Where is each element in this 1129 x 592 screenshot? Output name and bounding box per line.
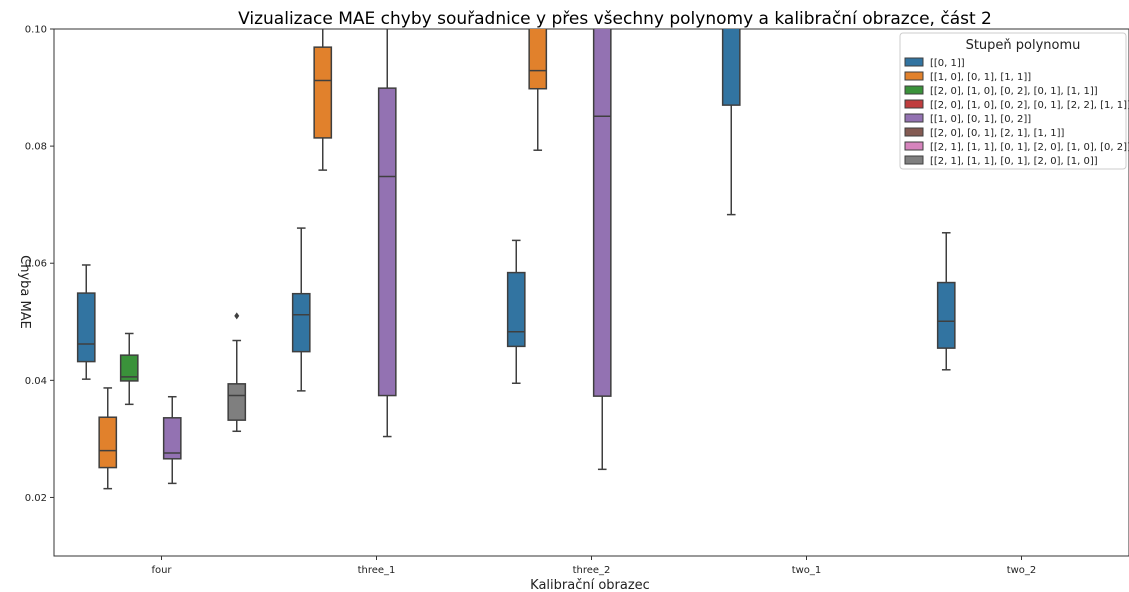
legend-items: [[0, 1]] [[1, 0], [0, 1], [1, 1]] [[2, 0],… (904, 57, 1129, 167)
box-body (98, 416, 118, 469)
legend-entry-label: [[2, 0], [0, 1], [2, 1], [1, 1]] (930, 128, 1065, 139)
legend-entry-label: [[0, 1]] (930, 58, 965, 69)
y-tick-label: 0.10 (25, 25, 47, 36)
legend-swatch (904, 71, 924, 81)
legend-swatch (904, 155, 924, 165)
box-body (162, 417, 182, 460)
x-tick-label: four (151, 565, 172, 576)
legend-entry-label: [[2, 1], [1, 1], [0, 1], [2, 0], [1, 0],… (930, 142, 1129, 153)
box-plot (98, 387, 118, 490)
box-plot (377, 29, 397, 438)
y-tick-label: 0.02 (25, 493, 47, 504)
box-plot (119, 332, 139, 406)
box-outlier (234, 312, 240, 320)
box-body (227, 383, 247, 421)
legend-entry-label: [[2, 1], [1, 1], [0, 1], [2, 0], [1, 0]] (930, 156, 1098, 167)
legend-frame (899, 32, 1127, 170)
legend: Stupeň polynomu [[0, 1]] [[1, 0], [0, 1],… (899, 32, 1129, 170)
x-tick-label: three_1 (358, 565, 396, 576)
legend-entry-label: [[2, 0], [1, 0], [0, 2], [0, 1], [1, 1]] (930, 86, 1098, 97)
legend-swatch (904, 141, 924, 151)
box-plot (528, 29, 548, 151)
legend-entry-label: [[1, 0], [0, 1], [0, 2]] (930, 114, 1031, 125)
legend-entry-label: [[2, 0], [1, 0], [0, 2], [0, 1], [2, 2],… (930, 100, 1129, 111)
box-plot (506, 239, 526, 385)
legend-swatch (904, 85, 924, 95)
legend-swatch (904, 57, 924, 67)
box-body (528, 29, 548, 90)
chart-title: Vizualizace MAE chyby souřadnice y přes … (238, 9, 992, 29)
y-tick-label: 0.08 (25, 142, 47, 153)
box-plot (313, 29, 333, 171)
box-plot (721, 29, 741, 216)
box-plot (76, 264, 96, 380)
box-series-layer (76, 29, 956, 490)
box-plot (291, 227, 311, 392)
axis-ticks-layer: 0.02 0.04 0.06 0.08 0.10 four three_1 three_2 tw… (25, 25, 1037, 577)
plot-area: 0.02 0.04 0.06 0.08 0.10 four three_1 three_2 tw… (25, 25, 1129, 577)
y-tick-label: 0.04 (25, 376, 47, 387)
box-plot (936, 232, 956, 371)
legend-title: Stupeň polynomu (966, 38, 1081, 53)
box-body (291, 292, 311, 353)
legend-swatch (904, 127, 924, 137)
legend-entry-label: [[1, 0], [0, 1], [1, 1]] (930, 72, 1031, 83)
x-tick-label: two_1 (792, 565, 822, 576)
box-body (506, 271, 526, 348)
legend-swatch (904, 113, 924, 123)
x-axis-label: Kalibrační obrazec (530, 578, 650, 592)
legend-swatch (904, 99, 924, 109)
box-body (76, 292, 96, 363)
box-body (119, 354, 139, 382)
box-plot (592, 29, 612, 471)
y-tick-label: 0.06 (25, 259, 47, 270)
box-plot (162, 395, 182, 485)
box-body (313, 46, 333, 139)
box-body (377, 87, 397, 397)
x-tick-label: three_2 (573, 565, 611, 576)
box-plot (227, 312, 247, 433)
box-body (592, 29, 612, 397)
y-axis-label: Chyba MAE (17, 255, 32, 329)
x-tick-label: two_2 (1007, 565, 1037, 576)
box-body (721, 29, 741, 106)
box-body (936, 281, 956, 349)
